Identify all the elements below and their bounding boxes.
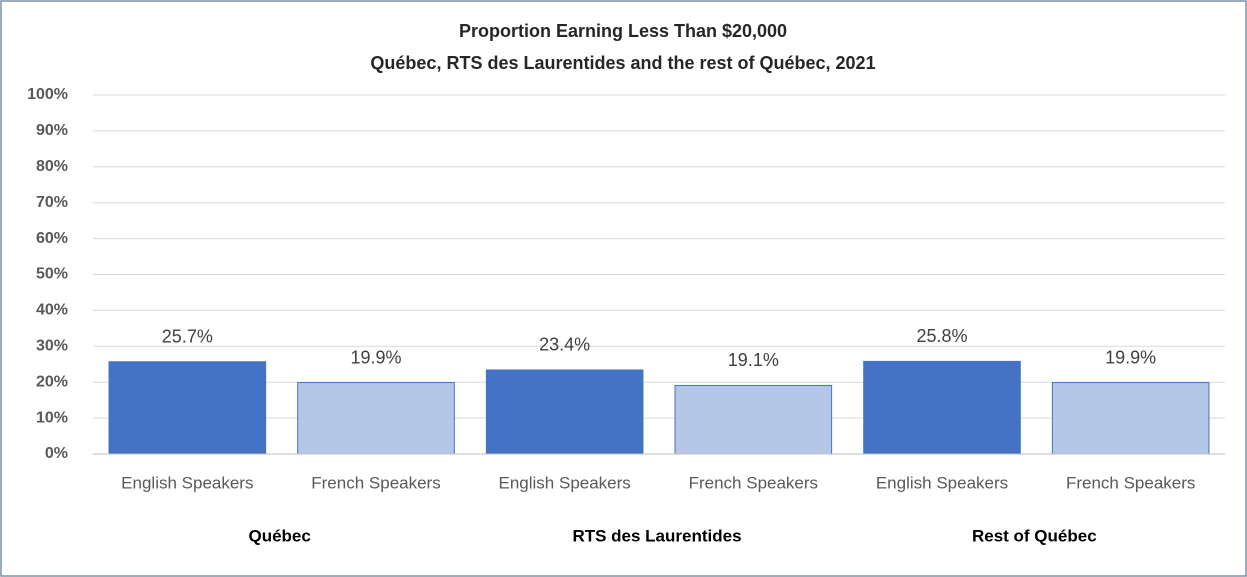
data-label: 23.4% [539,335,590,355]
data-label: 25.8% [916,326,967,346]
x-tick-label: French Speakers [311,473,440,492]
x-tick-label: French Speakers [1066,473,1195,492]
y-tick-label: 60% [36,230,68,247]
bar [863,360,1021,455]
y-tick-label: 70% [36,194,68,211]
group-label: Québec [248,526,310,545]
bar [297,382,455,455]
y-tick-label: 40% [36,302,68,319]
data-label: 25.7% [162,326,213,346]
y-tick-label: 10% [36,409,68,426]
y-tick-label: 30% [36,338,68,355]
y-tick-label: 80% [36,158,68,175]
data-label: 19.9% [1105,347,1156,367]
x-tick-label: French Speakers [689,473,818,492]
data-label: 19.1% [728,350,779,370]
x-tick-label: English Speakers [499,473,631,492]
chart-title: Proportion Earning Less Than $20,000 [459,21,787,41]
y-tick-label: 0% [45,445,68,462]
data-label: 19.9% [350,347,401,367]
x-tick-label: English Speakers [876,473,1008,492]
y-tick-label: 90% [36,122,68,139]
y-tick-label: 20% [36,373,68,390]
group-label: RTS des Laurentides [572,526,741,545]
bar [108,361,267,455]
bar [674,384,833,455]
chart-subtitle: Québec, RTS des Laurentides and the rest… [370,53,875,73]
bar [1051,382,1210,455]
group-label: Rest of Québec [972,526,1097,545]
y-tick-label: 100% [27,86,68,103]
bar [485,369,644,455]
x-tick-label: English Speakers [121,473,253,492]
y-tick-label: 50% [36,266,68,283]
